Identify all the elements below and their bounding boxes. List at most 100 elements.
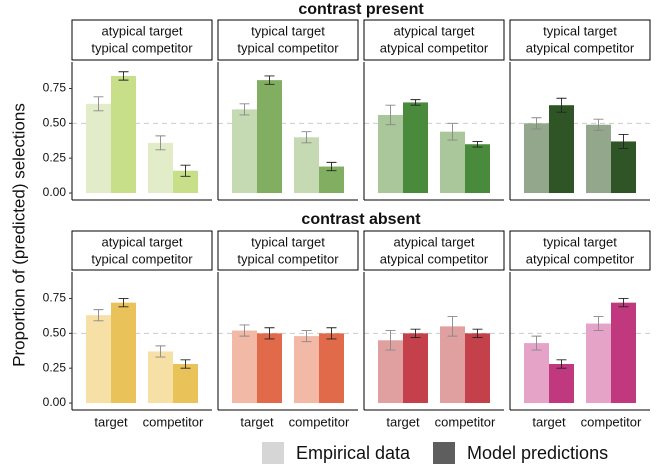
bar xyxy=(173,364,198,404)
facet-title: typical target xyxy=(543,234,617,249)
legend-label: Model predictions xyxy=(467,443,608,463)
x-tick-label: competitor xyxy=(435,414,496,429)
bar xyxy=(549,364,574,404)
bar xyxy=(294,137,319,194)
facet-strip xyxy=(217,19,359,61)
bar xyxy=(524,123,549,194)
error-bar xyxy=(180,164,191,177)
bar xyxy=(111,302,136,404)
bar xyxy=(465,144,490,194)
error-bar xyxy=(472,141,483,148)
bar xyxy=(465,333,490,404)
legend-swatch xyxy=(433,442,455,464)
error-bar xyxy=(155,345,166,358)
facet-title: atypical target xyxy=(394,23,475,38)
bar xyxy=(549,105,574,194)
bar xyxy=(257,333,282,404)
error-bar xyxy=(556,97,567,113)
facet-title: atypical competitor xyxy=(380,251,489,266)
bar xyxy=(319,333,344,404)
facet-title: atypical competitor xyxy=(526,40,635,55)
row-title: contrast present xyxy=(298,1,424,18)
error-bar xyxy=(93,96,104,112)
error-bar xyxy=(264,75,275,85)
legend-label: Empirical data xyxy=(296,443,411,463)
error-bar xyxy=(531,117,542,130)
facet-title: typical target xyxy=(251,23,325,38)
facet-strip xyxy=(217,230,359,271)
bar xyxy=(86,103,111,194)
bar xyxy=(173,170,198,194)
bar xyxy=(586,323,611,404)
bar xyxy=(294,336,319,404)
facet-strip xyxy=(363,230,505,271)
bar xyxy=(378,114,403,194)
error-bar xyxy=(472,328,483,338)
bar xyxy=(403,102,428,194)
error-bar xyxy=(180,359,191,369)
bar xyxy=(440,131,465,194)
facet-strip xyxy=(363,19,505,61)
legend-swatch xyxy=(262,442,284,464)
error-bar xyxy=(239,324,250,337)
y-tick-label: 0.50 xyxy=(43,326,67,340)
x-tick-label: target xyxy=(386,414,420,429)
facet-title: atypical competitor xyxy=(526,251,635,266)
bar xyxy=(148,142,173,194)
y-tick-label: 0.75 xyxy=(43,81,67,95)
error-bar xyxy=(531,335,542,351)
x-tick-label: competitor xyxy=(143,414,204,429)
bar xyxy=(378,340,403,404)
bar xyxy=(611,302,636,404)
error-bar xyxy=(239,103,250,116)
facet-strip xyxy=(71,230,213,271)
error-bar xyxy=(155,135,166,151)
error-bar xyxy=(618,134,629,149)
error-bar xyxy=(326,327,337,340)
y-tick-label: 0.00 xyxy=(43,185,67,199)
bar xyxy=(586,124,611,194)
facet-title: typical target xyxy=(543,23,617,38)
facet-strip xyxy=(71,19,213,61)
facet-title: typical competitor xyxy=(91,40,193,55)
x-tick-label: target xyxy=(532,414,566,429)
facet-title: atypical target xyxy=(102,234,183,249)
bar xyxy=(232,109,257,194)
bar xyxy=(148,351,173,404)
error-bar xyxy=(118,71,129,81)
x-tick-label: competitor xyxy=(289,414,350,429)
facet-title: atypical target xyxy=(102,23,183,38)
error-bar xyxy=(264,327,275,340)
error-bar xyxy=(447,122,458,141)
y-axis-label: Proportion of (predicted) selections xyxy=(9,103,28,367)
error-bar xyxy=(593,316,604,331)
error-bar xyxy=(410,99,421,106)
error-bar xyxy=(593,118,604,131)
x-tick-label: competitor xyxy=(581,414,642,429)
error-bar xyxy=(326,161,337,172)
error-bar xyxy=(118,298,129,308)
error-bar xyxy=(618,298,629,308)
bar xyxy=(232,330,257,404)
row-title: contrast absent xyxy=(301,211,421,228)
error-bar xyxy=(301,330,312,343)
error-bar xyxy=(447,316,458,337)
bar xyxy=(524,343,549,404)
facet-title: typical competitor xyxy=(237,251,339,266)
y-tick-label: 0.75 xyxy=(43,291,67,305)
facet-title: atypical target xyxy=(394,234,475,249)
bar xyxy=(440,326,465,404)
x-tick-label: target xyxy=(94,414,128,429)
x-tick-label: target xyxy=(240,414,274,429)
error-bar xyxy=(410,328,421,338)
bar xyxy=(111,75,136,194)
y-tick-label: 0.25 xyxy=(43,360,67,374)
y-tick-label: 0.00 xyxy=(43,395,67,409)
facet-title: typical target xyxy=(251,234,325,249)
error-bar xyxy=(301,131,312,144)
bar xyxy=(403,333,428,404)
facet-title: typical competitor xyxy=(91,251,193,266)
error-bar xyxy=(556,359,567,369)
y-tick-label: 0.25 xyxy=(43,150,67,164)
